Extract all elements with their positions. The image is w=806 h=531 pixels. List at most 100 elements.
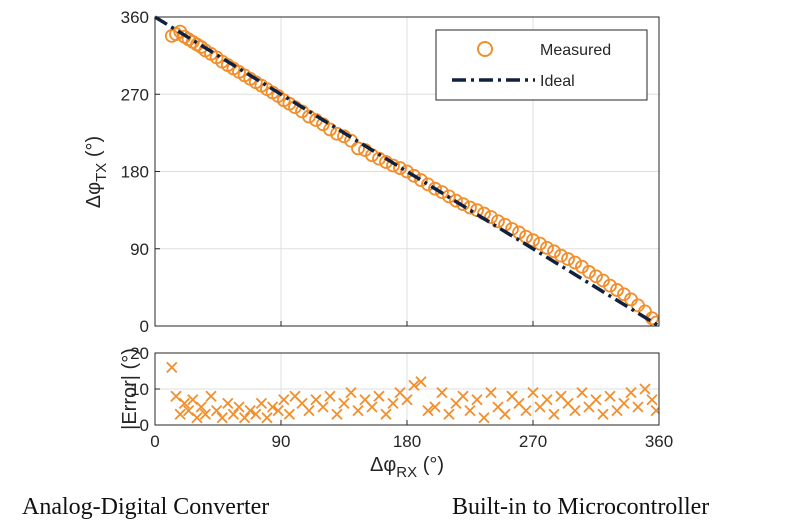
error-point bbox=[541, 394, 553, 406]
error-point bbox=[387, 397, 399, 410]
measured-point bbox=[568, 255, 582, 270]
y-tick-label: 0 bbox=[140, 317, 149, 336]
error-point bbox=[650, 404, 659, 417]
error-point bbox=[250, 408, 262, 420]
measured-point bbox=[323, 122, 337, 137]
error-point bbox=[227, 408, 240, 420]
measured-point bbox=[386, 158, 400, 173]
measured-point bbox=[435, 185, 449, 200]
measured-point bbox=[540, 240, 554, 255]
measured-point bbox=[484, 210, 498, 224]
y-axis-title-error: |Error| (°) bbox=[119, 348, 141, 430]
measured-point bbox=[582, 265, 596, 279]
error-point bbox=[178, 397, 191, 410]
y-tick-label: 10 bbox=[130, 380, 149, 399]
measured-point bbox=[547, 244, 561, 259]
error-point bbox=[373, 390, 385, 402]
error-point bbox=[216, 412, 228, 424]
error-point bbox=[576, 386, 588, 399]
caption-left: Analog-Digital Converter bbox=[22, 494, 270, 520]
error-point bbox=[597, 408, 609, 420]
measured-point bbox=[428, 181, 442, 196]
error-point bbox=[210, 404, 223, 417]
error-point bbox=[632, 401, 644, 413]
measured-point bbox=[589, 269, 603, 284]
measured-point bbox=[603, 278, 617, 293]
error-point bbox=[625, 386, 637, 399]
x-tick-label: 270 bbox=[519, 432, 547, 451]
error-point bbox=[272, 404, 284, 417]
measured-point bbox=[554, 248, 568, 263]
measured-point bbox=[407, 168, 421, 183]
error-point bbox=[278, 394, 290, 406]
legend-ideal-label: Ideal bbox=[540, 73, 575, 90]
error-point bbox=[436, 386, 448, 399]
error-point bbox=[443, 408, 455, 420]
caption-right: Built-in to Microcontroller bbox=[452, 494, 710, 520]
main-plot-panel: 0 90 180 270 360 ΔφTX (°) Measured Ideal bbox=[83, 8, 660, 336]
error-point bbox=[238, 412, 251, 424]
y-axis-title-main: ΔφTX (°) bbox=[83, 136, 110, 208]
error-point bbox=[244, 404, 256, 417]
measured-point bbox=[400, 164, 414, 179]
measured-point bbox=[442, 189, 456, 204]
error-point bbox=[471, 394, 483, 406]
error-point bbox=[303, 404, 315, 417]
error-point bbox=[233, 401, 245, 413]
error-plot-panel: 0 10 20 0 90 180 270 360 |Error| (°) ΔφRX (°) bbox=[119, 344, 673, 481]
error-point bbox=[174, 408, 186, 420]
error-point bbox=[464, 404, 476, 417]
y-tick-label: 360 bbox=[121, 8, 149, 27]
legend-box bbox=[435, 29, 648, 101]
measured-point bbox=[610, 283, 624, 297]
error-point bbox=[618, 397, 630, 410]
error-point bbox=[485, 386, 497, 399]
error-point bbox=[520, 404, 532, 417]
error-point bbox=[352, 404, 364, 417]
error-point bbox=[415, 376, 427, 388]
x-axis-title: ΔφRX (°) bbox=[370, 454, 444, 481]
error-point bbox=[255, 397, 268, 410]
error-point bbox=[639, 383, 651, 395]
error-point bbox=[266, 401, 279, 413]
measured-point bbox=[561, 252, 575, 266]
error-point bbox=[408, 379, 420, 392]
y-tick-label: 20 bbox=[130, 344, 149, 363]
error-point bbox=[478, 412, 490, 424]
error-point bbox=[422, 404, 434, 417]
measured-point bbox=[414, 173, 428, 187]
error-point bbox=[261, 412, 273, 424]
error-point bbox=[366, 401, 378, 413]
measured-point bbox=[449, 193, 463, 208]
error-point bbox=[283, 408, 296, 420]
error-point bbox=[429, 401, 441, 413]
legend-measured-marker bbox=[477, 41, 493, 57]
measured-point bbox=[351, 141, 365, 156]
error-point bbox=[401, 394, 413, 406]
error-point bbox=[324, 390, 336, 402]
error-point bbox=[331, 408, 343, 420]
ideal-line bbox=[154, 15, 660, 328]
error-point bbox=[380, 408, 392, 420]
error-point bbox=[166, 361, 178, 374]
x-tick-label: 90 bbox=[272, 432, 291, 451]
error-point bbox=[590, 394, 602, 406]
y-tick-label: 90 bbox=[130, 240, 149, 259]
error-series bbox=[166, 361, 659, 424]
error-point bbox=[646, 394, 658, 406]
error-point bbox=[457, 390, 469, 402]
error-point bbox=[548, 408, 560, 420]
measured-point bbox=[526, 233, 540, 248]
legend: Measured Ideal bbox=[435, 29, 648, 101]
error-point bbox=[199, 408, 212, 420]
measured-point bbox=[302, 109, 316, 124]
error-point bbox=[191, 412, 203, 424]
y-tick-label: 180 bbox=[121, 163, 149, 182]
error-point bbox=[338, 397, 350, 410]
error-point bbox=[195, 401, 207, 413]
measured-point bbox=[393, 161, 407, 175]
x-tick-label: 360 bbox=[645, 432, 673, 451]
error-point bbox=[499, 408, 511, 420]
x-tick-label: 0 bbox=[150, 432, 159, 451]
